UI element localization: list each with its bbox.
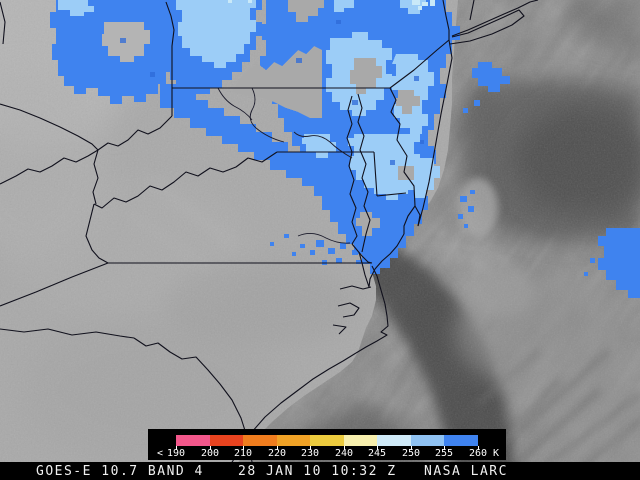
colorbar-segment-240-245 [344, 435, 378, 446]
colorbar-label-260: 260 [468, 448, 488, 459]
river-lines [217, 87, 353, 244]
river-potomac [293, 131, 353, 159]
coastline [222, 93, 405, 480]
precip-overlay-245-250k [228, 0, 435, 10]
source-credit-label: NASA LARC [424, 464, 508, 479]
colorbar-tick [176, 446, 177, 450]
colorbar-segment-210-220 [243, 435, 278, 446]
colorbar-label-220: 220 [267, 448, 287, 459]
colorbar-unit-label: K [492, 448, 500, 459]
product-name-label: GOES-E 10.7 BAND 4 [36, 464, 204, 479]
colorbar-segment-200-210 [210, 435, 244, 446]
overlay-land-gaps [102, 0, 420, 236]
colorbar-segment-230-240 [310, 435, 345, 446]
colorbar-label-245: 245 [367, 448, 387, 459]
colorbar-label-lt: < [156, 448, 164, 459]
colorbar-label-230: 230 [300, 448, 320, 459]
colorbar-gradient [176, 435, 478, 446]
temperature-colorbar: < 190 200 210 220 230 240 245 250 255 26… [148, 429, 506, 460]
colorbar-segment-190-200 [176, 435, 210, 446]
colorbar-label-210: 210 [233, 448, 253, 459]
product-status-bar: GOES-E 10.7 BAND 4 28 JAN 10 10:32 Z NAS… [0, 462, 640, 480]
state-borders [0, 0, 539, 479]
colorbar-tick [377, 446, 378, 450]
precip-dark-speckles [120, 20, 424, 165]
colorbar-tick [310, 446, 311, 450]
colorbar-segment-250-255 [411, 435, 445, 446]
river-james [297, 233, 351, 244]
river-susquehanna [249, 87, 285, 143]
colorbar-label-190: 190 [166, 448, 186, 459]
colorbar-tick [444, 446, 445, 450]
colorbar-tick [243, 446, 244, 450]
colorbar-segment-220-230 [277, 435, 311, 446]
colorbar-label-200: 200 [200, 448, 220, 459]
river-susquehanna-west [217, 87, 253, 121]
colorbar-label-240: 240 [334, 448, 354, 459]
colorbar-label-250: 250 [401, 448, 421, 459]
colorbar-tick [210, 446, 211, 450]
colorbar-segment-245-250 [377, 435, 412, 446]
colorbar-tick [411, 446, 412, 450]
colorbar-tick [344, 446, 345, 450]
colorbar-tick [277, 446, 278, 450]
colorbar-tick [478, 446, 479, 450]
colorbar-segment-255-260 [444, 435, 478, 446]
image-datetime-label: 28 JAN 10 10:32 Z [238, 464, 397, 479]
colorbar-label-255: 255 [434, 448, 454, 459]
